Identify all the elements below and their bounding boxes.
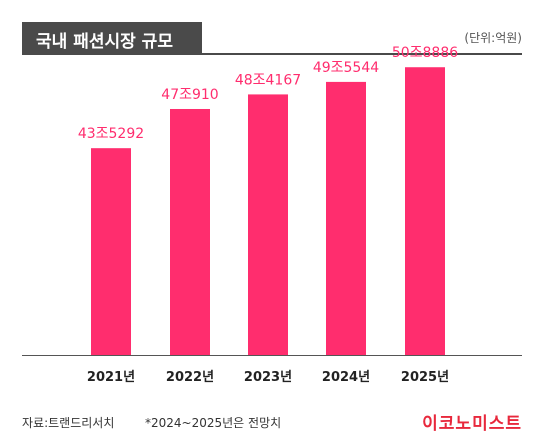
bar-2023년 <box>248 94 288 356</box>
x-tick-label: 2021년 <box>87 370 135 385</box>
source-label: 자료:트랜드리서치 <box>22 416 115 430</box>
x-tick-label: 2024년 <box>322 370 370 385</box>
chart-title: 국내 패션시장 규모 <box>36 32 173 52</box>
forecast-note: *2024~2025년은 전망치 <box>145 416 282 430</box>
value-label: 43조5292 <box>78 126 144 142</box>
value-label: 50조8886 <box>392 45 458 61</box>
unit-label: (단위:억원) <box>464 31 522 45</box>
title-bar: 국내 패션시장 규모 <box>22 22 202 54</box>
x-tick-label: 2025년 <box>401 370 449 385</box>
bar-2022년 <box>170 108 210 356</box>
x-tick-label: 2023년 <box>244 370 292 385</box>
value-label: 49조5544 <box>313 60 379 76</box>
x-tick-label: 2022년 <box>166 370 214 385</box>
bar-2025년 <box>405 67 445 355</box>
bar-2024년 <box>326 81 366 355</box>
value-label: 47조910 <box>161 87 218 103</box>
title-divider <box>22 53 522 55</box>
bar-2021년 <box>91 148 131 355</box>
brand-logo: 이코노미스트 <box>422 414 522 434</box>
value-label: 48조4167 <box>235 72 301 88</box>
